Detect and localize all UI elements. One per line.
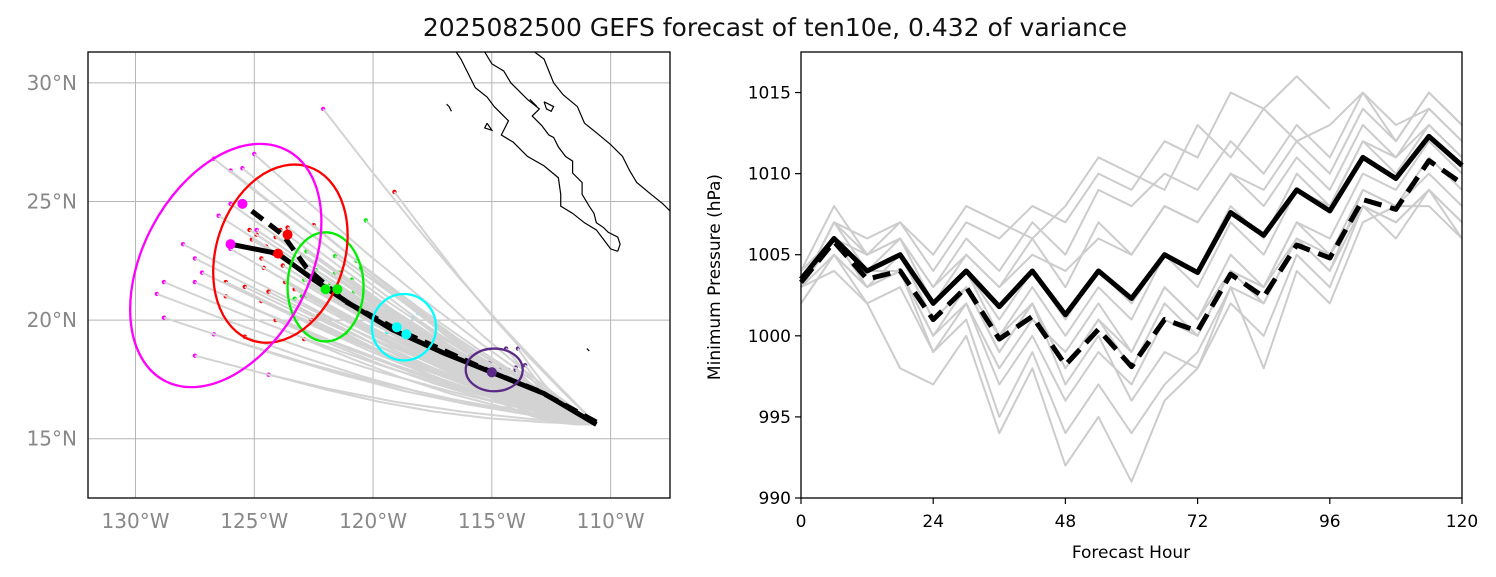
member-track — [163, 316, 597, 426]
control-pressure-line — [799, 158, 1464, 370]
member-track — [194, 281, 597, 426]
member-pressure-line — [800, 188, 1463, 370]
member-track — [268, 373, 597, 426]
y-tick-label: 990 — [759, 489, 791, 509]
pressure-timeseries-panel: 0 24 48 72 96 120 990 995 1000 1005 1010 1015 Forec… — [705, 51, 1478, 563]
uncertainty-ellipse — [464, 347, 524, 393]
map-lat-tick-label: 20°N — [27, 308, 77, 332]
mean-position-marker — [391, 322, 402, 333]
track-map-panel: 130°W 125°W 120°W 115°W 110°W 15°N 20°N 25°N 30°… — [27, 51, 671, 533]
mean-position-marker — [273, 248, 284, 259]
mean-position-marker — [225, 239, 236, 250]
coastline — [446, 103, 452, 112]
coastline — [586, 348, 590, 352]
member-track — [393, 191, 598, 426]
track-center-markers — [225, 198, 497, 378]
member-track — [194, 257, 597, 426]
y-axis-label: Minimum Pressure (hPa) — [705, 174, 725, 380]
uncertainty-ellipses — [129, 142, 524, 393]
coastline — [483, 122, 494, 132]
member-track — [194, 354, 597, 426]
map-lon-tick-label: 115°W — [458, 509, 526, 533]
pressure-axes: 0 24 48 72 96 120 990 995 1000 1005 1010 1015 — [748, 51, 1478, 532]
map-lat-tick-label: 25°N — [27, 189, 77, 213]
control-position-marker — [282, 229, 293, 240]
member-pressure-line — [800, 75, 1331, 288]
x-tick-label: 24 — [922, 512, 944, 532]
map-lon-tick-label: 125°W — [220, 509, 288, 533]
uncertainty-ellipse — [129, 142, 323, 389]
member-track — [213, 333, 597, 426]
coastline — [534, 52, 670, 212]
y-tick-label: 1015 — [748, 84, 791, 104]
x-tick-label: 120 — [1446, 512, 1478, 532]
map-lon-tick-label: 120°W — [339, 509, 407, 533]
x-tick-label: 72 — [1187, 512, 1209, 532]
control-position-marker — [332, 284, 343, 295]
control-position-marker — [237, 198, 248, 209]
figure-title: 2025082500 GEFS forecast of ten10e, 0.43… — [423, 13, 1127, 42]
map-frame — [87, 51, 671, 499]
map-lon-tick-label: 110°W — [577, 509, 645, 533]
map-gridlines — [88, 52, 670, 498]
member-pressure-line — [800, 205, 1463, 435]
coastline — [529, 99, 538, 107]
x-tick-label: 0 — [796, 512, 807, 532]
uncertainty-ellipse — [286, 231, 365, 343]
mean-position-marker — [320, 284, 331, 295]
member-pressure-line — [800, 107, 1463, 289]
x-tick-label: 48 — [1055, 512, 1077, 532]
member-track — [182, 243, 597, 426]
member-track — [322, 108, 598, 426]
mean-pressure-line — [799, 133, 1464, 318]
uncertainty-ellipse — [370, 292, 438, 362]
map-lat-tick-label: 15°N — [27, 427, 77, 451]
coastline — [455, 52, 618, 252]
track-lines — [156, 108, 598, 427]
member-track — [163, 281, 597, 426]
map-tick-labels: 130°W 125°W 120°W 115°W 110°W 15°N 20°N 25°N 30°… — [27, 71, 645, 533]
member-track — [156, 293, 597, 426]
uncertainty-ellipse — [212, 163, 349, 344]
y-tick-label: 1010 — [748, 165, 791, 185]
coastline — [543, 101, 555, 113]
timeseries-frame — [800, 51, 1463, 499]
coastlines — [446, 52, 670, 352]
map-lat-tick-label: 30°N — [27, 71, 77, 95]
mean-track-line — [230, 241, 598, 427]
control-position-marker — [486, 367, 497, 378]
member-pressure-line — [800, 188, 1463, 483]
y-tick-label: 1005 — [748, 246, 791, 266]
member-pressure-line — [800, 172, 1463, 402]
y-tick-label: 1000 — [748, 327, 791, 347]
control-position-marker — [401, 329, 412, 340]
member-pressure-line — [800, 188, 1463, 370]
member-pressure-line — [800, 91, 1463, 272]
coastline — [484, 52, 621, 252]
member-track — [241, 167, 597, 426]
map-lon-tick-label: 130°W — [102, 509, 170, 533]
member-track — [365, 219, 597, 426]
y-tick-label: 995 — [759, 408, 791, 428]
x-axis-label: Forecast Hour — [1072, 543, 1190, 563]
x-tick-label: 96 — [1319, 512, 1341, 532]
pressure-series — [799, 75, 1464, 483]
member-track — [230, 248, 597, 426]
